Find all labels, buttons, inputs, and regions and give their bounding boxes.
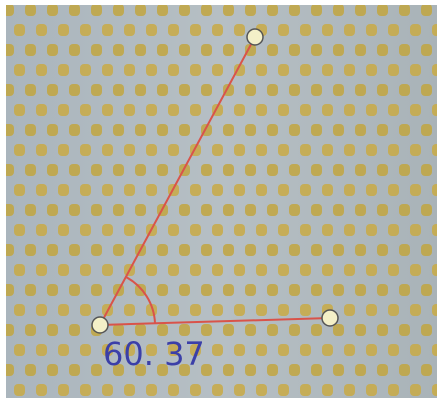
angle-tool: 60. 37 (91, 28, 339, 373)
angle-arc (125, 276, 156, 324)
angle-label: 60. 37 (103, 335, 205, 373)
arm-line (99, 36, 256, 326)
handle[interactable] (91, 316, 109, 334)
cell-pattern (6, 5, 437, 398)
arm-line (99, 317, 331, 326)
handle[interactable] (321, 309, 339, 327)
handle[interactable] (246, 28, 264, 46)
